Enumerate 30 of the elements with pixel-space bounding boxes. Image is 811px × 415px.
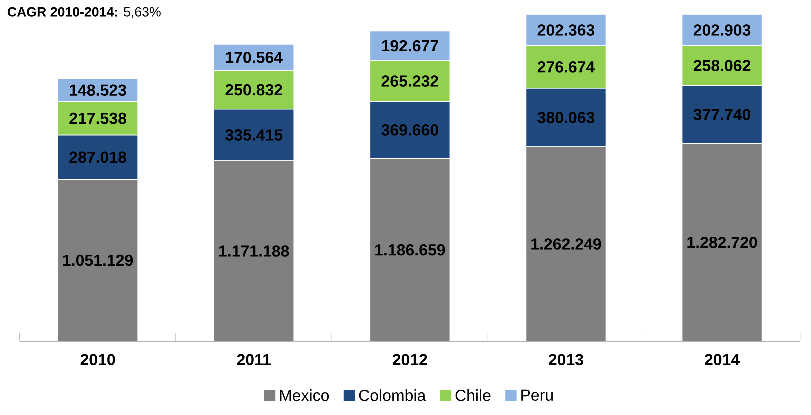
data-label: 1.051.129 — [63, 254, 134, 266]
data-label: 1.186.659 — [376, 244, 446, 256]
annotation: CAGR 2010-2014: 5,63% — [8, 7, 161, 18]
data-label: 148.523 — [70, 84, 126, 96]
data-label: 258.062 — [694, 60, 751, 72]
data-label: 1.282.720 — [688, 237, 758, 248]
x-tick-label: 2010 — [80, 354, 116, 366]
x-tick-label: 2013 — [548, 354, 584, 366]
x-tick-label: 2012 — [392, 354, 428, 366]
data-label: 335.415 — [226, 130, 283, 141]
legend-label: Colombia — [359, 390, 426, 402]
data-label: 369.660 — [382, 124, 438, 136]
legend-label: Mexico — [280, 390, 330, 402]
data-label: 265.232 — [382, 76, 438, 88]
data-label: 170.564 — [226, 52, 283, 64]
data-label: 1.262.249 — [532, 238, 602, 250]
data-label: 287.018 — [70, 152, 126, 164]
data-label: 202.363 — [538, 24, 595, 36]
data-label: 276.674 — [538, 62, 596, 73]
legend-label: Chile — [456, 390, 491, 402]
data-label: 250.832 — [226, 84, 282, 96]
x-tick-label: 2011 — [237, 354, 272, 366]
data-label: 380.063 — [538, 112, 595, 124]
data-label: 202.903 — [694, 24, 751, 36]
data-label: 377.740 — [694, 109, 751, 121]
legend-label: Peru — [522, 390, 554, 402]
data-label: 1.171.188 — [220, 246, 290, 257]
x-tick-label: 2014 — [705, 354, 740, 366]
data-label: 192.677 — [382, 40, 438, 52]
data-label: 217.538 — [70, 112, 126, 124]
